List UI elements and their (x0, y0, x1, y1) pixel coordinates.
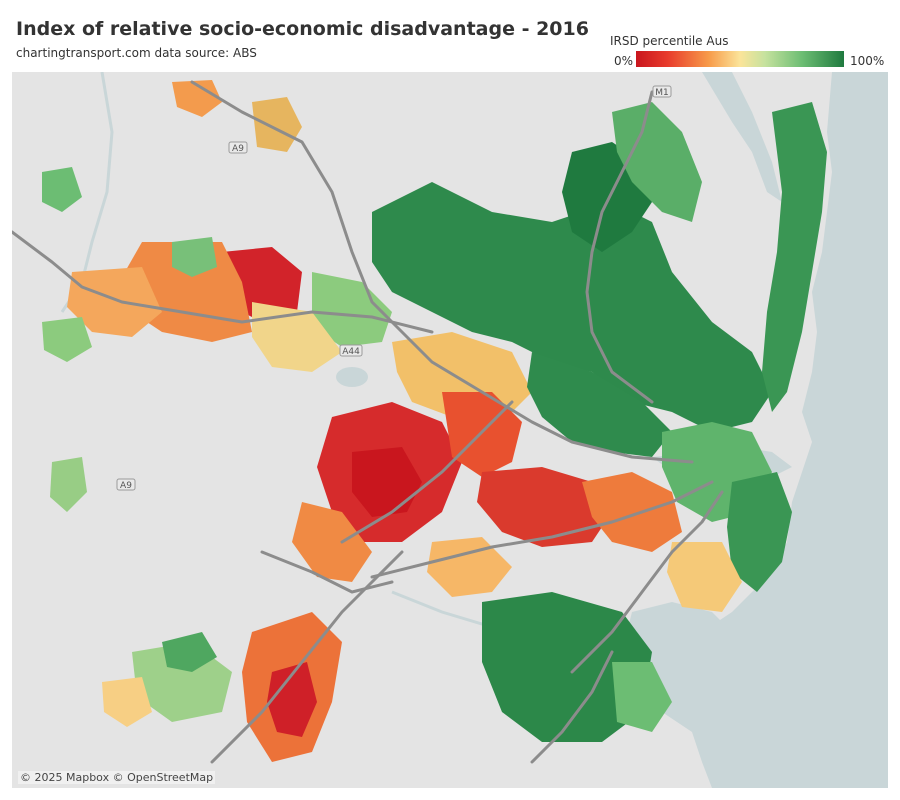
region-cabramatta[interactable] (352, 447, 422, 517)
road-network (12, 80, 724, 764)
region-bankstown[interactable] (477, 467, 612, 547)
region-liverpool[interactable] (292, 502, 372, 582)
region-northern-beaches[interactable] (762, 102, 827, 412)
region-outer-southwest[interactable] (427, 537, 512, 597)
road-shield-a9-west: A9 (116, 478, 136, 491)
legend-color-ramp (636, 51, 844, 67)
region-sutherland[interactable] (482, 592, 652, 742)
map-attribution[interactable]: © 2025 Mapbox © OpenStreetMap (18, 771, 216, 784)
region-canterbury[interactable] (582, 472, 682, 552)
region-richmond[interactable] (172, 80, 222, 117)
region-kurrajong[interactable] (50, 457, 87, 512)
page-subtitle: chartingtransport.com data source: ABS (16, 46, 257, 60)
map-canvas[interactable]: A9 A44 A9 M1 (12, 72, 888, 788)
choropleth-map[interactable]: A9 A44 A9 M1 © 2025 Mapbox © OpenStreetM… (12, 72, 888, 788)
region-eastern-suburbs[interactable] (727, 472, 792, 592)
legend-title: IRSD percentile Aus (610, 34, 729, 48)
region-west-green-3[interactable] (42, 167, 82, 212)
irsd-regions[interactable] (42, 80, 827, 762)
region-wollondilly[interactable] (102, 677, 152, 727)
road-label-m1: M1 (655, 88, 669, 98)
road-label-a9-west: A9 (120, 481, 132, 491)
road-shield-a9-north: A9 (228, 141, 248, 154)
road-shield-a44: A44 (339, 344, 363, 357)
legend-max-label: 100% (850, 54, 885, 68)
region-north-shore[interactable] (527, 352, 672, 457)
region-narellan[interactable] (162, 632, 217, 672)
color-legend: IRSD percentile Aus 0% 100% (610, 34, 890, 70)
region-windsor[interactable] (252, 97, 302, 152)
road-label-a9-north: A9 (232, 144, 244, 154)
road-label-a44: A44 (342, 347, 360, 357)
road-shield-m1: M1 (652, 85, 672, 98)
region-upper-north[interactable] (612, 102, 702, 222)
reservoir (336, 367, 368, 387)
region-west-green-2[interactable] (42, 317, 92, 362)
region-cronulla[interactable] (612, 662, 672, 732)
ocean (652, 72, 888, 788)
region-hills-north[interactable] (372, 182, 772, 432)
region-west-green-1[interactable] (172, 237, 217, 277)
legend-min-label: 0% (614, 54, 634, 68)
region-st-marys[interactable] (252, 302, 342, 372)
region-campbelltown-core[interactable] (267, 662, 317, 737)
north-inlet (702, 72, 782, 202)
region-penrith[interactable] (67, 267, 162, 337)
region-botany-mix[interactable] (667, 542, 742, 612)
region-rouse-hill[interactable] (312, 272, 392, 347)
page-title: Index of relative socio-economic disadva… (16, 18, 589, 40)
